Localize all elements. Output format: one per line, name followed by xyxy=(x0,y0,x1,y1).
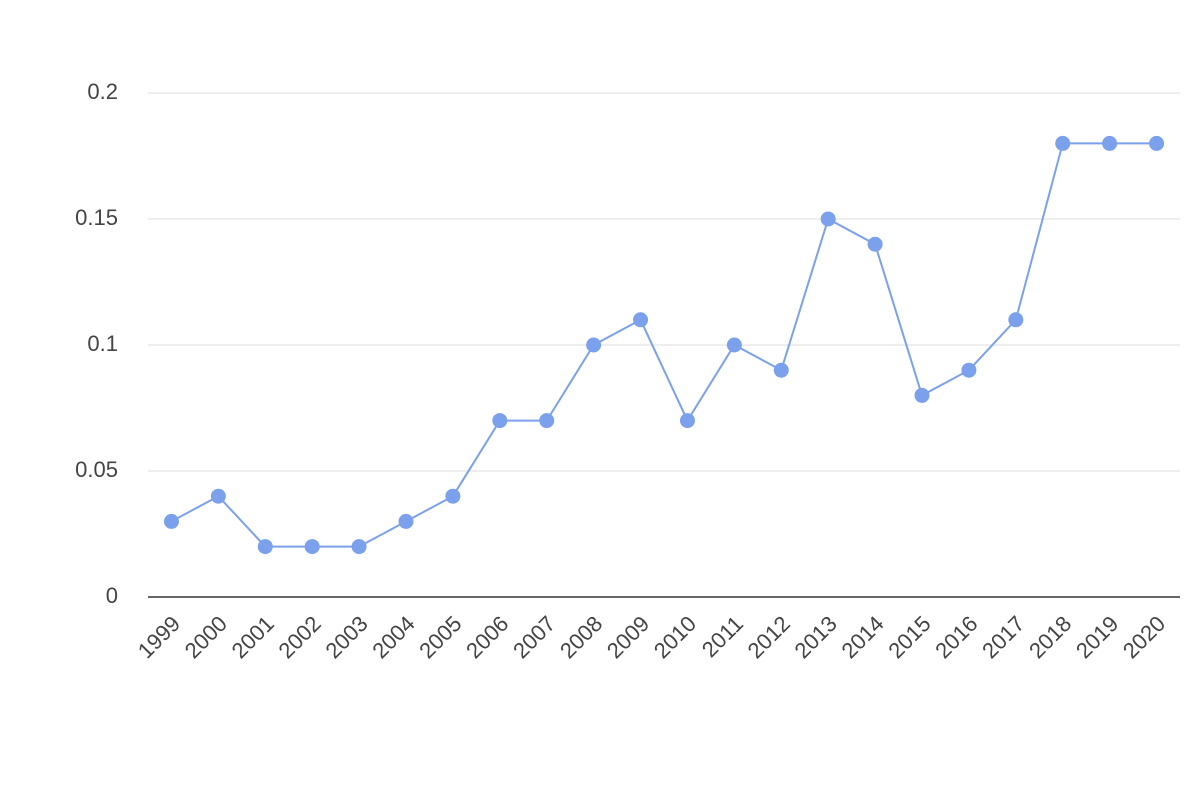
line xyxy=(170,142,1157,548)
x-tick-label: 2007 xyxy=(508,611,560,663)
point xyxy=(304,539,320,555)
point xyxy=(1008,312,1024,328)
y-tick-label: 0 xyxy=(106,583,118,608)
x-tick-label: 2010 xyxy=(649,611,701,663)
x-tick-label: 2009 xyxy=(602,611,654,663)
x-tick-label: 2018 xyxy=(1024,611,1076,663)
x-tick-label: 1999 xyxy=(133,611,185,663)
point xyxy=(539,413,555,429)
x-tick-label: 2002 xyxy=(274,611,326,663)
point xyxy=(210,488,226,504)
x-tick-label: 2011 xyxy=(697,611,748,662)
point xyxy=(445,488,461,504)
point xyxy=(163,513,179,529)
x-tick-label: 2005 xyxy=(414,611,466,663)
point xyxy=(914,387,930,403)
x-tick-label: 2020 xyxy=(1118,611,1170,663)
x-tick-label: 2013 xyxy=(790,611,842,663)
x-tick-label: 2014 xyxy=(836,611,888,663)
x-tick-label: 2012 xyxy=(743,611,795,663)
point xyxy=(679,413,695,429)
point xyxy=(257,539,273,555)
point xyxy=(867,236,883,252)
x-tick-label: 2004 xyxy=(367,611,419,663)
x-tick-label: 2015 xyxy=(883,611,935,663)
point xyxy=(1149,135,1165,151)
x-tick-label: 2001 xyxy=(227,611,279,663)
point xyxy=(726,337,742,353)
x-tick-label: 2000 xyxy=(180,611,232,663)
point xyxy=(586,337,602,353)
y-tick-label: 0.1 xyxy=(87,331,118,356)
y-tick-label: 0.2 xyxy=(87,79,118,104)
point xyxy=(773,362,789,378)
x-tick-label: 2016 xyxy=(930,611,982,663)
point xyxy=(633,312,649,328)
y-tick-label: 0.15 xyxy=(75,205,118,230)
point xyxy=(398,513,414,529)
x-tick-label: 2006 xyxy=(461,611,513,663)
point xyxy=(351,539,367,555)
y-tick-label: 0.05 xyxy=(75,457,118,482)
point xyxy=(492,413,508,429)
point xyxy=(1102,135,1118,151)
x-tick-label: 2019 xyxy=(1071,611,1123,663)
x-tick-label: 2008 xyxy=(555,611,607,663)
x-tick-label: 2003 xyxy=(320,611,372,663)
point xyxy=(1055,135,1071,151)
point xyxy=(961,362,977,378)
point xyxy=(820,211,836,227)
x-tick-label: 2017 xyxy=(977,611,1029,663)
